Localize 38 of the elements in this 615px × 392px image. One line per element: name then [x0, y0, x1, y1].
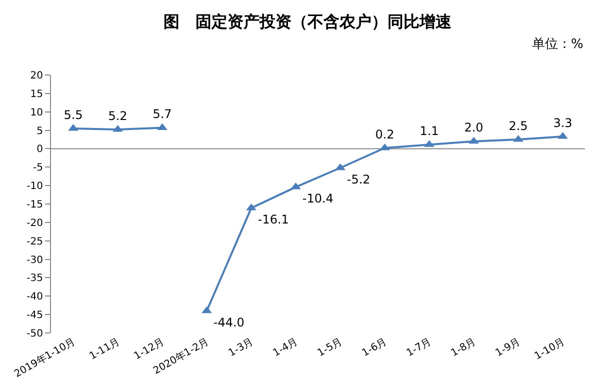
data-label: 5.5 — [64, 108, 83, 122]
data-label: -10.4 — [302, 192, 334, 206]
x-tick-label: 1-4月 — [271, 336, 300, 360]
y-tick-label: -40 — [26, 292, 43, 303]
text: 单位：% — [532, 37, 584, 52]
data-label: 1.1 — [420, 124, 439, 138]
x-tick-label: 1-3月 — [226, 336, 256, 360]
y-tick-label: -45 — [26, 310, 43, 322]
data-label: 3.3 — [553, 116, 572, 130]
x-tick-label: 1-8月 — [449, 336, 478, 360]
y-tick-label: 0 — [36, 144, 43, 156]
y-tick-label: -50 — [26, 328, 43, 340]
data-label: 0.2 — [375, 127, 394, 142]
data-label: 5.7 — [152, 107, 172, 122]
y-tick-label: -35 — [26, 273, 43, 284]
y-tick-label: 20 — [30, 70, 43, 82]
y-tick-label: 5 — [36, 126, 43, 137]
y-tick-label: -30 — [26, 254, 43, 266]
x-tick-label: 1-9月 — [494, 336, 522, 360]
y-tick-label: -15 — [26, 200, 43, 210]
y-tick-label: -25 — [26, 236, 43, 248]
data-label: 5.2 — [108, 108, 128, 123]
y-tick-label: -20 — [26, 218, 43, 229]
x-tick-label: 1-7月 — [404, 336, 434, 360]
data-label: 2.0 — [464, 120, 484, 135]
x-tick-label: 1-10月 — [532, 336, 567, 362]
y-tick-label: -5 — [33, 162, 43, 174]
x-tick-label: 1-5月 — [316, 336, 344, 360]
x-tick-label: 1-6月 — [360, 336, 389, 360]
data-label: -44.0 — [213, 316, 244, 330]
x-tick-label: 1-11月 — [88, 336, 122, 362]
y-tick-label: 10 — [30, 107, 43, 118]
data-label: -5.2 — [346, 172, 370, 187]
data-label: 2.5 — [508, 118, 528, 133]
y-tick-label: 15 — [30, 88, 43, 100]
chart-title: 图 固定资产投资（不含农户）同比增速 — [164, 12, 452, 31]
y-tick-label: -10 — [26, 181, 43, 192]
data-label: -16.1 — [258, 212, 289, 227]
